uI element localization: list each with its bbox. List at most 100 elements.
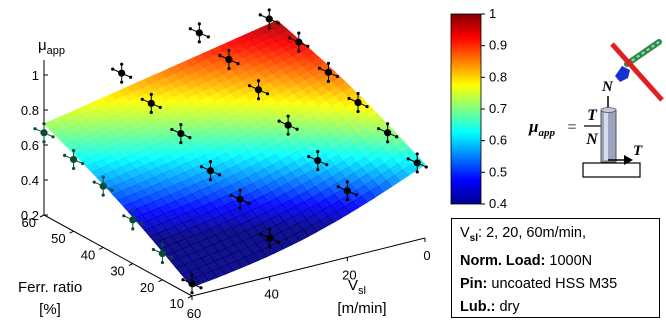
- y-tick-label: 40: [81, 247, 95, 262]
- data-marker: [284, 121, 292, 129]
- measurement-point: [259, 227, 281, 249]
- measurement-point: [218, 48, 240, 71]
- error-cap: [51, 135, 55, 139]
- error-cap: [197, 40, 201, 44]
- error-cap: [160, 242, 164, 247]
- error-cap: [356, 91, 360, 96]
- x-tick-label: 0: [423, 248, 430, 263]
- error-cap: [151, 247, 155, 252]
- measurement-point: [170, 122, 192, 145]
- vsl-sub: sl: [469, 232, 479, 244]
- error-cap: [356, 109, 360, 114]
- colorbar-tick-label: 0.4: [489, 196, 507, 211]
- measurement-point: [33, 122, 55, 144]
- measurement-point: [229, 188, 251, 210]
- error-cap: [181, 278, 185, 282]
- colorbar-tick-label: 0.5: [489, 164, 507, 179]
- measurement-point: [347, 91, 369, 114]
- colorbar-tick-label: 0.7: [489, 101, 507, 116]
- error-cap: [188, 136, 192, 140]
- error-cap: [72, 148, 76, 153]
- error-cap: [131, 227, 135, 231]
- measurement-point: [317, 61, 340, 83]
- error-cap: [347, 96, 351, 101]
- error-cap: [120, 80, 124, 84]
- error-cap: [336, 185, 340, 189]
- error-cap: [149, 110, 153, 114]
- error-cap: [227, 66, 231, 71]
- data-marker: [314, 157, 322, 165]
- z-tick-label: 0.4: [21, 173, 39, 188]
- data-marker: [225, 55, 233, 64]
- error-cap: [316, 150, 320, 154]
- measurement-point: [406, 152, 428, 174]
- data-marker: [177, 129, 185, 138]
- error-cap: [297, 31, 301, 35]
- colorbar-ticks: 0.4 0.5 0.6 0.7 0.8 0.9 1: [481, 6, 507, 211]
- error-cap: [188, 27, 192, 31]
- error-cap: [197, 22, 201, 26]
- error-cap: [415, 152, 419, 156]
- error-cap: [354, 193, 358, 197]
- y-tick-mark: [98, 246, 104, 250]
- vsl-value: : 2, 20, 60m/min,: [478, 225, 587, 241]
- error-cap: [377, 127, 381, 131]
- pin-schematic: N T: [582, 79, 643, 178]
- pin-body: [600, 109, 617, 163]
- measurement-point: [140, 92, 162, 114]
- measurement-point: [336, 180, 358, 202]
- error-cap: [111, 67, 115, 71]
- tangential-force-arrowhead: [624, 155, 633, 165]
- error-cap: [179, 140, 183, 145]
- lubrication-row: Lub.: dry: [460, 296, 653, 319]
- y-tick-mark: [39, 214, 45, 218]
- error-cap: [131, 209, 135, 213]
- cutting-tool-sketch: [610, 39, 664, 102]
- pin-top: [600, 107, 617, 113]
- error-cap: [258, 13, 262, 17]
- data-marker: [158, 249, 166, 258]
- z-tick-label: 0.6: [21, 138, 39, 153]
- error-cap: [267, 8, 271, 12]
- measurement-point: [188, 22, 210, 44]
- load-key: Norm. Load:: [460, 252, 546, 269]
- error-cap: [63, 153, 67, 157]
- data-marker: [129, 216, 137, 224]
- formula-numerator: T: [587, 107, 598, 124]
- error-cap: [199, 165, 204, 169]
- colorbar-tick-label: 0.9: [489, 38, 507, 53]
- x-tick-label: 20: [342, 267, 356, 282]
- measurement-points: [33, 8, 428, 295]
- error-cap: [236, 61, 240, 66]
- x-tick-label: 60: [187, 306, 201, 321]
- error-cap: [140, 222, 144, 226]
- error-cap: [277, 119, 281, 123]
- y-tick-label: 20: [140, 280, 154, 295]
- vsl-key: V: [460, 225, 470, 241]
- colorbar-tick-label: 0.6: [489, 133, 507, 148]
- measurement-point: [63, 148, 85, 171]
- normal-load-row: Norm. Load: 1000N: [460, 250, 653, 273]
- error-cap: [345, 198, 349, 202]
- data-marker: [188, 280, 196, 288]
- y-tick-mark: [128, 263, 134, 267]
- measurement-point: [151, 242, 173, 265]
- error-cap: [297, 49, 301, 53]
- data-marker: [266, 234, 274, 242]
- error-cap: [326, 61, 331, 65]
- error-cap: [122, 214, 126, 218]
- colorbar-tick-label: 1: [489, 6, 496, 21]
- measurement-point: [181, 273, 203, 295]
- data-marker: [324, 68, 333, 76]
- error-cap: [286, 114, 290, 118]
- tool-shank-stripes: [626, 41, 660, 65]
- pin-row: Pin: uncoated HSS M35: [460, 273, 653, 296]
- x-axis-line: [191, 237, 426, 297]
- error-cap: [317, 66, 322, 70]
- error-cap: [33, 127, 37, 131]
- data-marker: [40, 129, 48, 137]
- y-tick-mark: [187, 295, 193, 299]
- error-cap: [406, 157, 410, 161]
- cross-line-2: [634, 41, 640, 48]
